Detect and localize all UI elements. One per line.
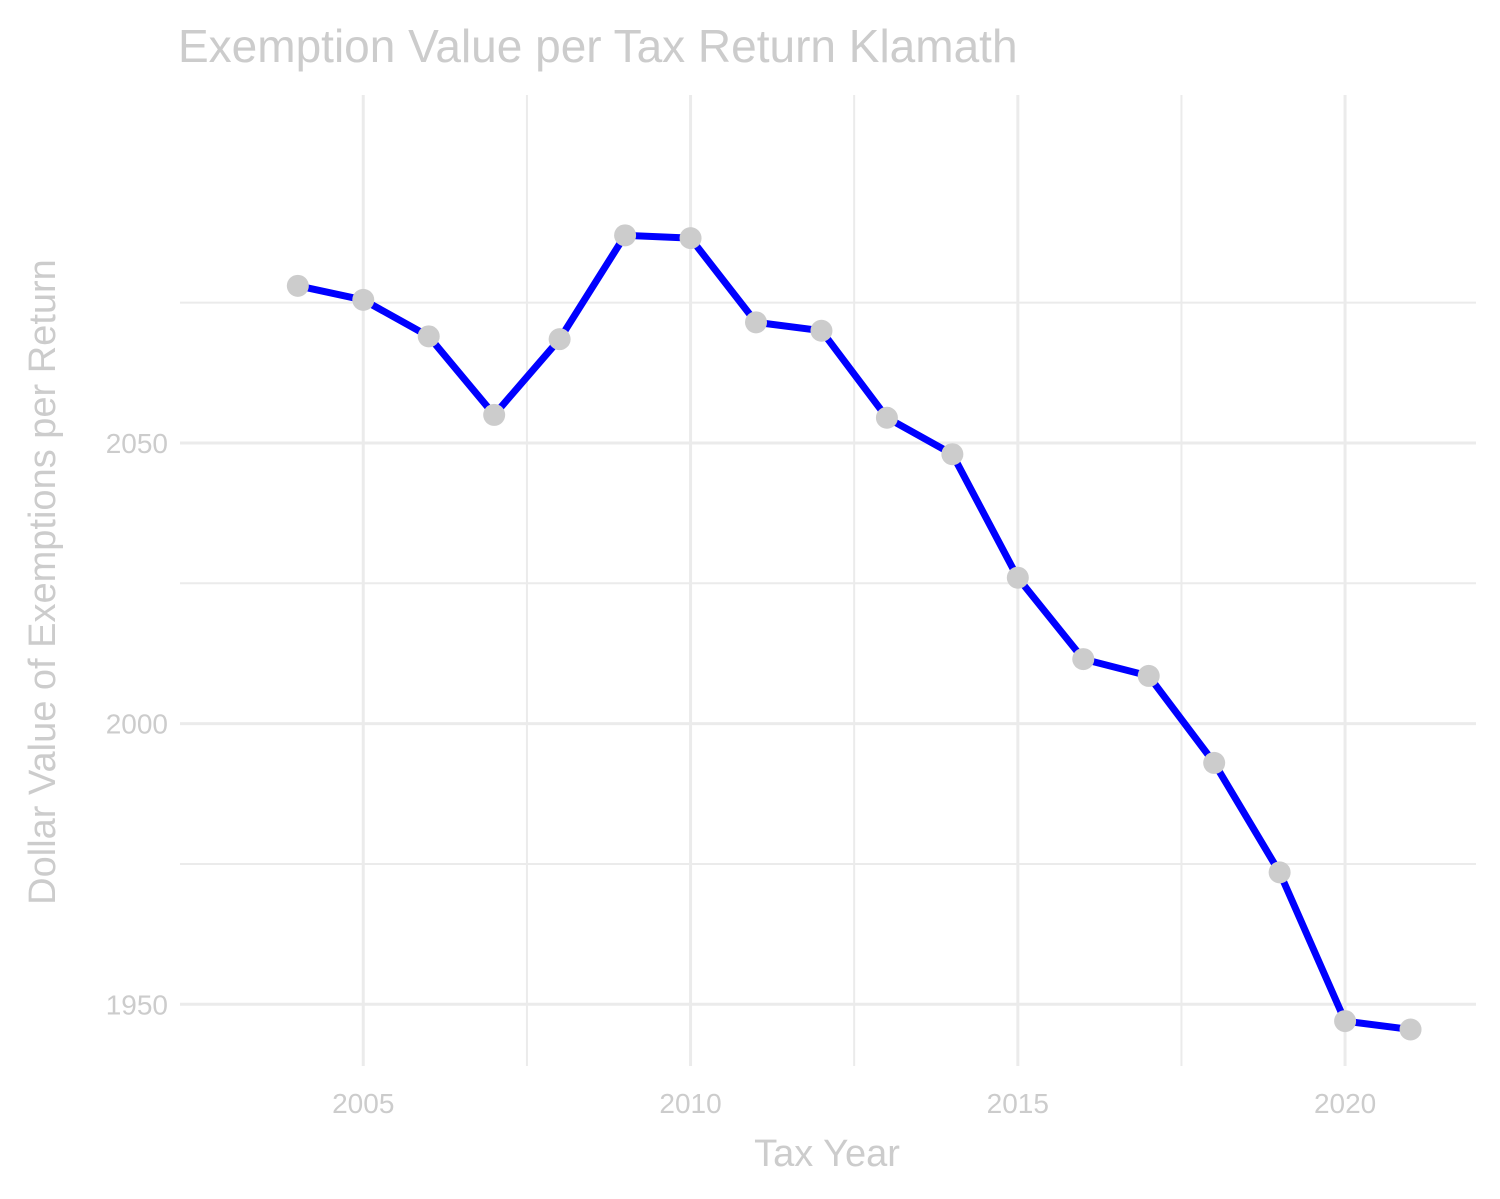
y-tick-label: 2000 [106,709,168,740]
data-point [417,325,440,348]
data-point [286,274,309,297]
y-tick-label: 2050 [106,428,168,459]
x-tick-label: 2015 [987,1088,1049,1119]
data-point [1006,566,1029,589]
data-point [1203,751,1226,774]
data-point [1072,648,1095,671]
data-series [286,224,1422,1041]
data-point [810,319,833,342]
tick-labels: 1950 2000 2050 2005 2010 2015 2020 [106,428,1377,1119]
series-line [294,231,1414,1033]
y-tick-label: 1950 [106,989,168,1020]
data-point [875,406,898,429]
data-point [1334,1010,1357,1033]
data-point [679,227,702,250]
data-point [1399,1018,1422,1041]
data-point [1268,861,1291,884]
x-axis-title: Tax Year [754,1133,900,1175]
data-point [483,403,506,426]
chart-title: Exemption Value per Tax Return Klamath [178,20,1018,72]
data-point [941,443,964,466]
x-tick-label: 2010 [659,1088,721,1119]
grid [180,95,1476,1066]
data-point [614,224,637,247]
y-axis-title: Dollar Value of Exemptions per Return [22,259,64,905]
data-point [1137,664,1160,687]
data-point [745,311,767,334]
x-tick-label: 2005 [332,1088,394,1119]
x-tick-label: 2020 [1314,1088,1376,1119]
data-point [548,328,571,351]
data-point [352,288,375,311]
